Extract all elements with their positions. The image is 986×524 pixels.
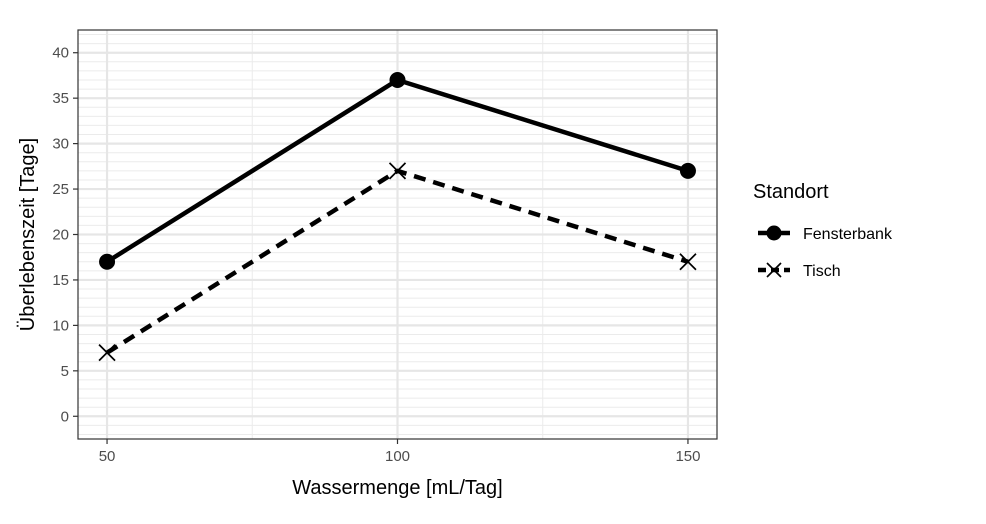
data-point-tisch — [98, 344, 116, 362]
legend-marker — [766, 225, 782, 241]
legend: Standort Fensterbank Tisch — [753, 181, 893, 280]
marker-stroke — [766, 262, 782, 278]
x-tick-label: 50 — [99, 448, 116, 465]
data-point-tisch — [388, 162, 407, 180]
data-point-fensterbank — [679, 162, 696, 179]
y-tick-label: 15 — [52, 272, 69, 289]
legend-key-tisch — [758, 262, 790, 278]
y-tick-label: 35 — [52, 90, 69, 107]
marker-stroke — [388, 162, 407, 180]
y-tick-label: 20 — [52, 227, 69, 244]
x-axis-title: Wassermenge [mL/Tag] — [292, 477, 502, 499]
y-tick-label: 0 — [61, 408, 69, 425]
data-point-fensterbank — [99, 253, 116, 270]
y-tick-label: 25 — [52, 181, 69, 198]
legend-label: Fensterbank — [803, 226, 893, 243]
y-axis-title: Überlebenszeit [Tage] — [17, 138, 39, 331]
y-tick-label: 40 — [52, 45, 69, 62]
legend-key-fensterbank — [758, 225, 790, 241]
marker-stroke — [98, 344, 116, 362]
legend-title: Standort — [753, 181, 829, 203]
major-grid — [78, 30, 717, 439]
axis-ticks: 0 5 10 15 20 25 30 35 40 50 100 150 — [52, 45, 700, 465]
y-tick-label: 30 — [52, 136, 69, 153]
x-tick-label: 150 — [675, 448, 700, 465]
x-tick-label: 100 — [385, 448, 410, 465]
data-point-tisch — [679, 253, 697, 271]
legend-marker — [766, 262, 782, 278]
series-layer — [98, 71, 697, 362]
y-tick-label: 5 — [61, 363, 69, 380]
marker-stroke — [679, 253, 697, 271]
y-tick-label: 10 — [52, 317, 69, 334]
data-point-fensterbank — [389, 71, 406, 88]
legend-label: Tisch — [803, 263, 841, 280]
